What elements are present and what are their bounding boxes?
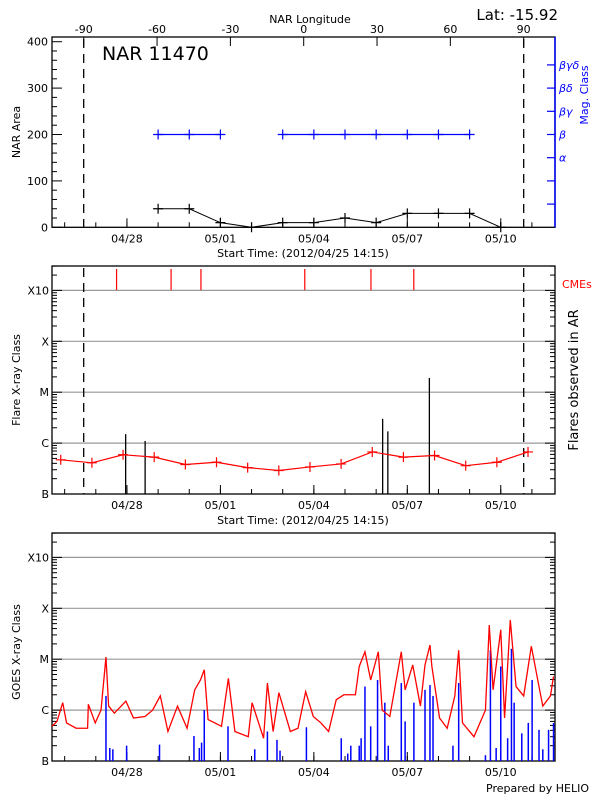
mag-class-axis-label: Mag. Class <box>578 65 591 124</box>
mag-class-tick-label: β <box>558 129 566 142</box>
longitude-tick-label: 0 <box>300 23 307 36</box>
nar-area-marker <box>464 208 475 219</box>
nar-area-panel: 04/28 05/01 05/04 05/07 05/10 αβ βγ βδ βγδ 0 100 20… <box>27 23 580 245</box>
goes-xray-panel: 04/28 05/01 05/04 05/07 05/10 B C M X X10 <box>27 532 556 779</box>
x-axis-label-2: Start Time: (2012/04/25 14:15) <box>217 514 389 527</box>
x-tick-label: 05/10 <box>485 232 517 245</box>
y-tick-label: C <box>41 437 49 450</box>
prepared-by-label: Prepared by HELIO <box>486 782 589 795</box>
flares-observed-label: Flares observed in AR <box>567 309 582 450</box>
x-tick-label: 05/01 <box>205 232 237 245</box>
nar-area-y-label: NAR Area <box>10 106 23 158</box>
y-tick-label: 300 <box>27 82 48 95</box>
flare-average-marker <box>429 450 440 461</box>
flare-average-marker <box>367 446 378 457</box>
x-tick-label: 05/07 <box>391 232 423 245</box>
mag-class-tick-label: βγ <box>558 105 573 118</box>
region-title: NAR 11470 <box>102 43 209 65</box>
y-tick-label: X10 <box>27 551 49 564</box>
flare-class-panel: 04/28 05/01 05/04 05/07 05/10 B C M X X10 <box>27 265 556 512</box>
x-tick-label: 04/28 <box>111 766 143 779</box>
x-tick-label: 05/04 <box>298 766 330 779</box>
flare-average-marker <box>55 454 66 465</box>
nar-area-marker <box>215 217 226 228</box>
nar-area-marker <box>433 208 444 219</box>
flare-average-marker <box>149 452 160 463</box>
nar-area-marker <box>308 217 319 228</box>
nar-area-marker <box>371 217 382 228</box>
x-tick-label: 05/07 <box>391 499 423 512</box>
plot-frame-0 <box>51 36 556 228</box>
x-axis-label-1: Start Time: (2012/04/25 14:15) <box>217 247 389 260</box>
goes-y-label: GOES X-ray Class <box>10 604 23 700</box>
x-tick-label: 05/01 <box>205 499 237 512</box>
flare-average-line <box>60 451 529 472</box>
flare-average-marker <box>211 457 222 468</box>
x-tick-label: 05/10 <box>485 499 517 512</box>
longitude-tick-label: 90 <box>517 23 531 36</box>
cme-label: CMEs <box>562 278 592 291</box>
y-tick-label: B <box>41 755 49 768</box>
longitude-tick-label: 30 <box>370 23 384 36</box>
y-tick-label: 0 <box>41 221 48 234</box>
nar-area-marker <box>495 222 506 233</box>
y-tick-label: X <box>41 602 49 615</box>
plot-frame-2 <box>51 532 556 762</box>
y-tick-label: M <box>40 653 50 666</box>
flare-average-marker <box>523 446 534 457</box>
y-tick-label: M <box>40 386 50 399</box>
flare-average-marker <box>304 461 315 472</box>
longitude-tick-label: -30 <box>221 23 239 36</box>
x-tick-label: 05/10 <box>485 766 517 779</box>
x-tick-label: 04/28 <box>111 499 143 512</box>
x-tick-label: 04/28 <box>111 232 143 245</box>
y-tick-label: X10 <box>27 284 49 297</box>
x-tick-label: 05/04 <box>298 499 330 512</box>
y-tick-label: X <box>41 335 49 348</box>
nar-area-marker <box>153 203 164 214</box>
x-tick-label: 05/04 <box>298 232 330 245</box>
flare-average-marker <box>86 457 97 468</box>
y-tick-label: B <box>41 488 49 501</box>
mag-class-tick-label: α <box>559 152 567 165</box>
goes-long-line <box>51 619 555 739</box>
y-tick-label: 400 <box>27 36 48 49</box>
nar-area-marker <box>402 208 413 219</box>
mag-class-tick-label: βγδ <box>558 59 580 72</box>
y-tick-label: C <box>41 704 49 717</box>
longitude-tick-label: -90 <box>75 23 93 36</box>
flare-average-marker <box>118 449 129 460</box>
y-tick-label: 100 <box>27 175 48 188</box>
top-axis-label: NAR Longitude <box>269 13 351 26</box>
nar-area-line <box>158 208 501 228</box>
flare-average-marker <box>336 458 347 469</box>
nar-area-marker <box>340 213 351 224</box>
nar-area-marker <box>277 217 288 228</box>
latitude-label: Lat: -15.92 <box>476 6 558 24</box>
longitude-tick-label: 60 <box>443 23 457 36</box>
longitude-tick-label: -60 <box>148 23 166 36</box>
plot-frame-1 <box>51 265 556 495</box>
flare-average-marker <box>180 459 191 470</box>
y-tick-label: 200 <box>27 129 48 142</box>
nar-area-marker <box>246 222 257 233</box>
nar-area-marker <box>184 203 195 214</box>
flare-average-marker <box>273 465 284 476</box>
x-tick-label: 05/07 <box>391 766 423 779</box>
flare-average-marker <box>460 460 471 471</box>
flare-average-marker <box>242 462 253 473</box>
mag-class-tick-label: βδ <box>558 82 573 95</box>
x-tick-label: 05/01 <box>205 766 237 779</box>
flare-y-label: Flare X-ray Class <box>10 334 23 426</box>
flare-average-marker <box>398 452 409 463</box>
flare-average-marker <box>491 457 502 468</box>
